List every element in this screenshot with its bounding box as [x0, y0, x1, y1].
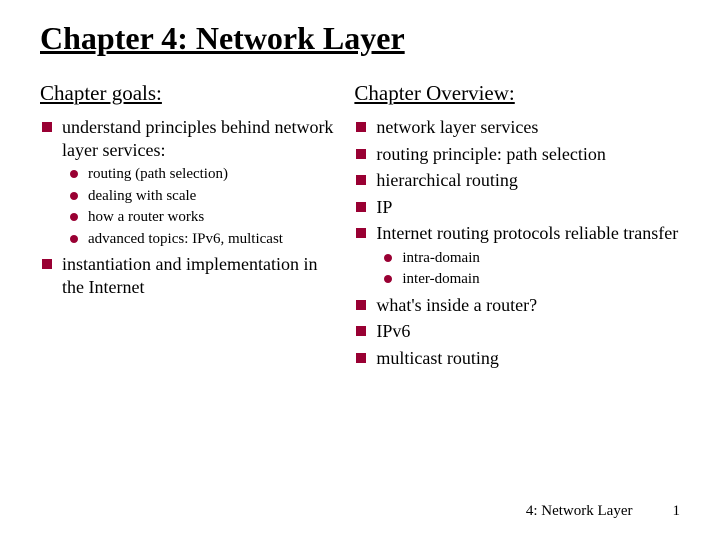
page-number: 1	[673, 503, 681, 520]
sub-list: routing (path selection) dealing with sc…	[62, 165, 334, 249]
list-item: Internet routing protocols reliable tran…	[354, 222, 700, 290]
goals-list: understand principles behind network lay…	[40, 116, 334, 298]
sub-list-item: advanced topics: IPv6, multicast	[70, 230, 334, 250]
slide-title: Chapter 4: Network Layer	[40, 20, 680, 57]
goals-heading: Chapter goals:	[40, 81, 334, 106]
list-item: understand principles behind network lay…	[40, 116, 334, 249]
sub-list: intra-domain inter-domain	[376, 249, 700, 290]
list-item-text: instantiation and implementation in the …	[62, 254, 317, 297]
list-item: network layer services	[354, 116, 700, 139]
overview-heading: Chapter Overview:	[354, 81, 700, 106]
left-column: Chapter goals: understand principles beh…	[40, 81, 334, 373]
sub-list-item: intra-domain	[384, 249, 700, 269]
list-item-text: understand principles behind network lay…	[62, 117, 333, 160]
list-item: multicast routing	[354, 347, 700, 370]
right-column: Chapter Overview: network layer services…	[354, 81, 700, 373]
list-item: routing principle: path selection	[354, 143, 700, 166]
footer-label: 4: Network Layer	[526, 503, 633, 520]
slide-footer: 4: Network Layer 1	[526, 503, 680, 520]
list-item-text: Internet routing protocols reliable tran…	[376, 223, 678, 243]
list-item: IP	[354, 196, 700, 219]
sub-list-item: inter-domain	[384, 270, 700, 290]
list-item: what's inside a router?	[354, 294, 700, 317]
content-columns: Chapter goals: understand principles beh…	[40, 81, 680, 373]
sub-list-item: dealing with scale	[70, 187, 334, 207]
sub-list-item: routing (path selection)	[70, 165, 334, 185]
list-item: instantiation and implementation in the …	[40, 253, 334, 298]
list-item: IPv6	[354, 320, 700, 343]
sub-list-item: how a router works	[70, 208, 334, 228]
overview-list: network layer services routing principle…	[354, 116, 700, 369]
list-item: hierarchical routing	[354, 169, 700, 192]
